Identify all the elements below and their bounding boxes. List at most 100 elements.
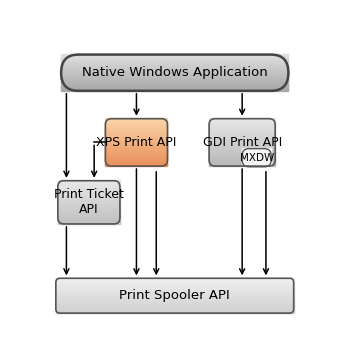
Bar	[56, 301, 294, 302]
Bar	[58, 188, 120, 189]
Bar	[105, 130, 167, 131]
Bar	[58, 186, 120, 187]
Bar	[58, 215, 120, 216]
Bar	[242, 166, 271, 167]
Bar	[58, 211, 120, 212]
Bar	[209, 140, 275, 142]
Bar	[105, 126, 167, 127]
Bar	[105, 152, 167, 153]
Bar	[58, 207, 120, 208]
Bar	[58, 213, 120, 214]
Bar	[61, 69, 288, 70]
Bar	[242, 159, 271, 160]
Bar	[105, 157, 167, 158]
Bar	[105, 150, 167, 151]
Bar	[242, 155, 271, 156]
Bar	[61, 77, 288, 78]
Bar	[56, 278, 294, 279]
Bar	[61, 81, 288, 82]
Bar	[61, 89, 288, 90]
Bar	[209, 160, 275, 161]
Bar	[105, 141, 167, 142]
Bar	[58, 216, 120, 217]
Bar	[242, 161, 271, 162]
Bar	[58, 190, 120, 191]
Bar	[58, 198, 120, 199]
Bar	[105, 121, 167, 122]
Bar	[56, 282, 294, 283]
Bar	[242, 162, 271, 163]
Bar	[209, 130, 275, 131]
Bar	[209, 159, 275, 160]
Bar	[209, 157, 275, 158]
Bar	[242, 165, 271, 166]
Bar	[242, 157, 271, 158]
Bar	[242, 151, 271, 152]
Bar	[209, 147, 275, 148]
Bar	[242, 163, 271, 164]
Bar	[56, 292, 294, 293]
Bar	[209, 163, 275, 164]
Bar	[105, 140, 167, 141]
Bar	[58, 197, 120, 198]
Bar	[58, 200, 120, 201]
Bar	[209, 121, 275, 122]
Bar	[56, 286, 294, 287]
Bar	[58, 211, 120, 212]
Bar	[56, 284, 294, 285]
Bar	[105, 120, 167, 121]
Bar	[105, 128, 167, 129]
Bar	[105, 132, 167, 133]
Bar	[58, 208, 120, 209]
Bar	[56, 308, 294, 309]
Bar	[56, 302, 294, 303]
Bar	[58, 222, 120, 223]
Bar	[209, 126, 275, 127]
Bar	[209, 142, 275, 143]
Bar	[58, 184, 120, 185]
Bar	[209, 127, 275, 128]
Bar	[61, 83, 288, 84]
Bar	[209, 145, 275, 146]
Bar	[209, 154, 275, 155]
Text: Native Windows Application: Native Windows Application	[82, 66, 268, 79]
Bar	[56, 305, 294, 306]
Bar	[56, 287, 294, 288]
Bar	[242, 159, 271, 160]
Bar	[105, 149, 167, 150]
Bar	[242, 155, 271, 156]
Bar	[56, 296, 294, 298]
Bar	[61, 64, 288, 65]
Bar	[242, 160, 271, 161]
Bar	[209, 156, 275, 157]
Bar	[209, 162, 275, 163]
Bar	[209, 152, 275, 153]
Bar	[58, 199, 120, 200]
Bar	[61, 67, 288, 68]
Bar	[242, 150, 271, 151]
Bar	[209, 136, 275, 137]
Bar	[209, 161, 275, 162]
Bar	[61, 80, 288, 81]
Bar	[105, 135, 167, 136]
Bar	[209, 144, 275, 146]
Bar	[61, 82, 288, 83]
Bar	[61, 61, 288, 62]
Bar	[56, 285, 294, 286]
Bar	[58, 191, 120, 192]
Bar	[209, 151, 275, 152]
Bar	[209, 163, 275, 164]
Bar	[56, 294, 294, 295]
Bar	[61, 72, 288, 73]
Bar	[209, 132, 275, 134]
Bar	[242, 156, 271, 157]
Bar	[58, 192, 120, 193]
Bar	[105, 153, 167, 154]
Bar	[105, 151, 167, 152]
Bar	[58, 216, 120, 218]
Bar	[105, 122, 167, 123]
Bar	[61, 76, 288, 77]
Bar	[56, 305, 294, 306]
Bar	[209, 124, 275, 125]
Bar	[58, 214, 120, 215]
